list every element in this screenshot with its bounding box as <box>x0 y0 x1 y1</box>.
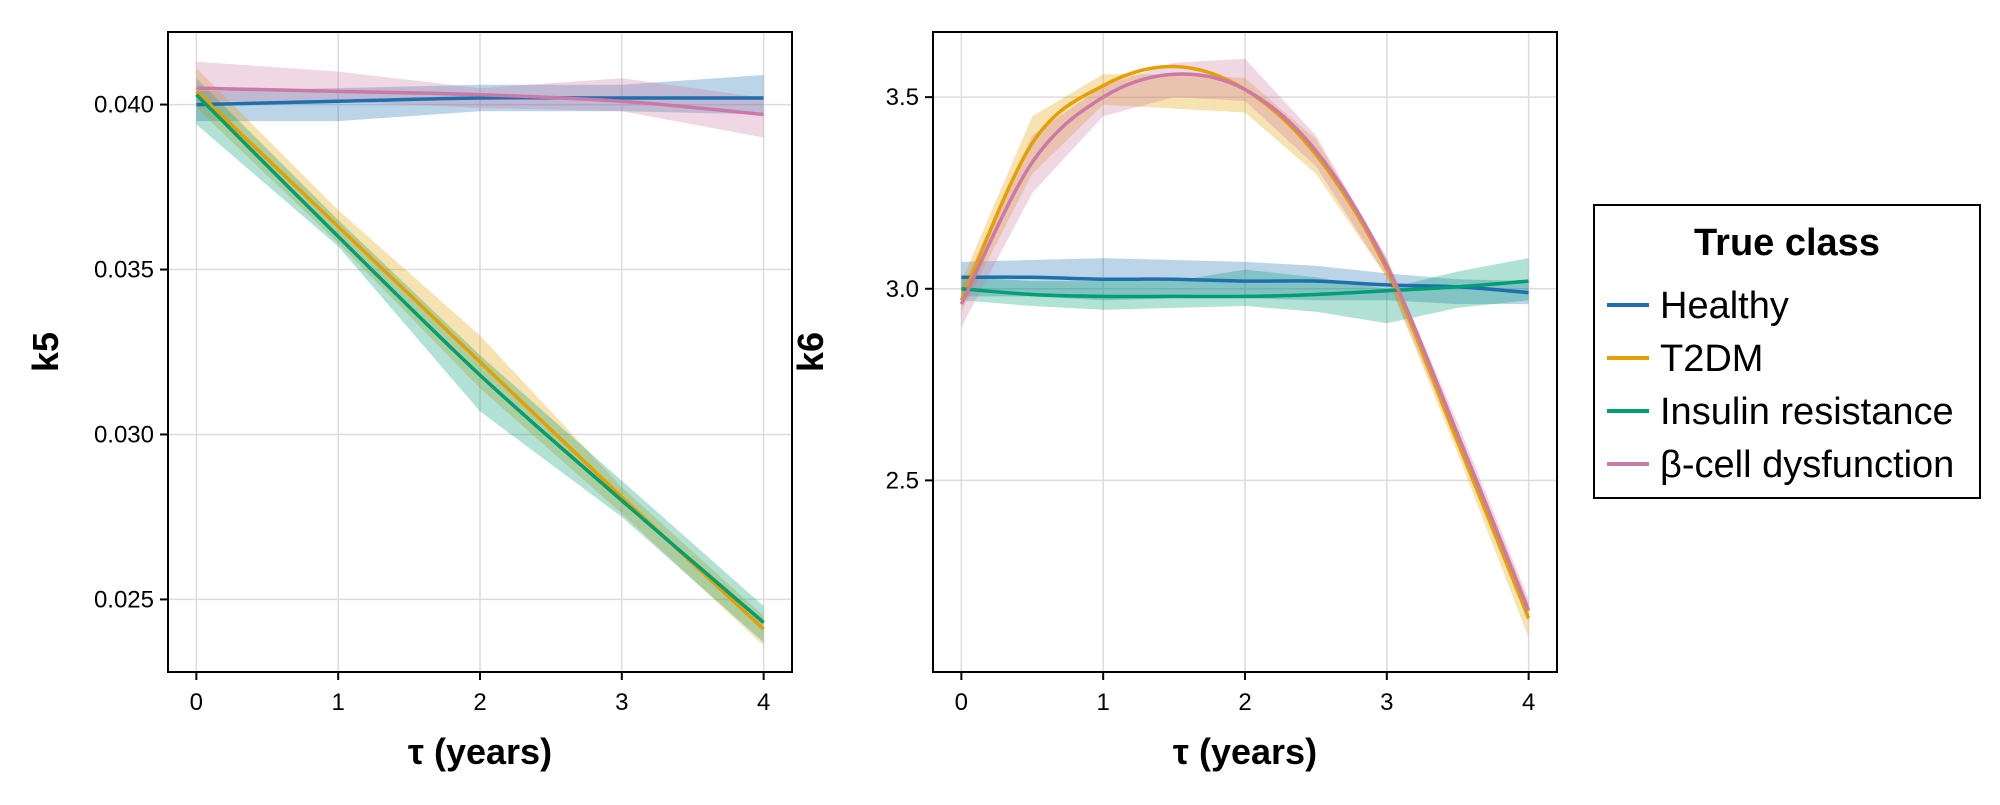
legend-entry: β-cell dysfunction <box>1607 444 1954 486</box>
y-tick-label: 3.5 <box>886 84 919 111</box>
series-line-healthy <box>961 275 1529 295</box>
legend-entry: T2DM <box>1607 338 1763 380</box>
legend-label: Insulin resistance <box>1660 391 1954 433</box>
legend-label: Healthy <box>1660 285 1789 327</box>
legend-label: β-cell dysfunction <box>1660 444 1954 486</box>
x-axis-label: τ (years) <box>408 731 552 772</box>
y-tick-label: 0.040 <box>94 92 154 119</box>
chart-panel-k5: 0 1 2 3 4 0.025 0.030 0.035 0.040 τ (years) k5 <box>25 31 793 772</box>
x-axis-label: τ (years) <box>1173 731 1317 772</box>
series-lines <box>959 64 1531 619</box>
x-tick-label: 2 <box>1238 689 1251 716</box>
legend-title: True class <box>1694 222 1880 264</box>
y-tick-label: 3.0 <box>886 276 919 303</box>
x-tick-label: 1 <box>1097 689 1110 716</box>
legend: True class Healthy T2DM Insulin resistance… <box>1593 204 1981 499</box>
x-tick-label: 4 <box>1522 689 1535 716</box>
y-axis-label: k5 <box>25 332 66 372</box>
series-lines <box>195 86 765 631</box>
x-tick-label: 2 <box>473 689 486 716</box>
band--cell-dysfunction <box>961 58 1529 623</box>
y-tick-label: 0.035 <box>94 257 154 284</box>
band-insulin-resistance <box>961 258 1529 324</box>
x-tick-label: 1 <box>332 689 345 716</box>
y-tick-label: 2.5 <box>886 467 919 494</box>
series-line-insulin-resistance <box>195 93 765 624</box>
legend-entry: Insulin resistance <box>1607 391 1954 433</box>
y-axis-label: k6 <box>790 332 831 372</box>
y-tick-label: 0.025 <box>94 586 154 613</box>
axis-ticks: 0 1 2 3 4 2.5 3.0 3.5 <box>886 84 1536 716</box>
x-tick-label: 4 <box>757 689 770 716</box>
legend-entries: Healthy T2DM Insulin resistance β-cell dysf… <box>1607 285 1954 486</box>
x-tick-label: 0 <box>955 689 968 716</box>
chart-panel-k6: 0 1 2 3 4 2.5 3.0 3.5 τ (years) k6 <box>790 31 1558 772</box>
x-tick-label: 0 <box>190 689 203 716</box>
gridlines <box>933 32 1557 672</box>
gridlines <box>168 32 792 672</box>
x-tick-label: 3 <box>615 689 628 716</box>
x-tick-label: 3 <box>1380 689 1393 716</box>
axis-ticks: 0 1 2 3 4 0.025 0.030 0.035 0.040 <box>94 92 770 716</box>
series-line-healthy <box>196 95 764 107</box>
series-line--cell-dysfunction <box>959 72 1531 612</box>
legend-label: T2DM <box>1660 338 1763 380</box>
series-line--cell-dysfunction <box>196 86 764 117</box>
legend-box <box>1593 204 1981 499</box>
legend-entry: Healthy <box>1607 285 1789 327</box>
series-line-insulin-resistance <box>961 279 1529 299</box>
y-tick-label: 0.030 <box>94 421 154 448</box>
